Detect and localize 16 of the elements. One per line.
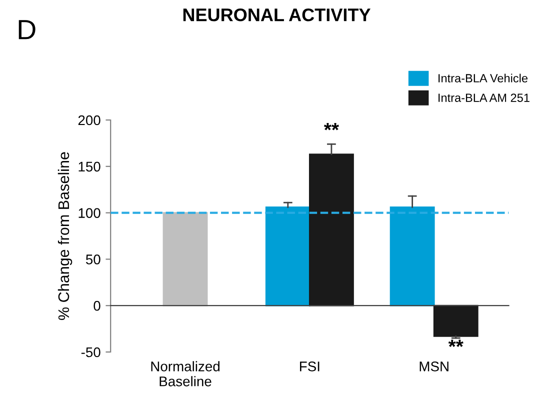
x-tick-label: MSN — [420, 362, 448, 372]
text: D — [18, 20, 36, 40]
y-tick-label: 100 — [78, 208, 100, 218]
y-tick-label: 150 — [78, 162, 100, 172]
annotation: ** — [324, 123, 339, 130]
x-tick-label: Normalized Baseline — [151, 361, 220, 386]
legend-label: Intra-BLA Vehicle — [438, 74, 528, 82]
annotation: ** — [448, 340, 464, 347]
y-axis-title: % Change from Baseline — [58, 152, 72, 320]
chart-title: NEURONAL ACTIVITY — [183, 8, 371, 22]
y-tick-label: 200 — [78, 115, 100, 126]
y-tick-label: -50 — [81, 347, 100, 358]
legend-label: Intra-BLA AM 251 — [438, 94, 530, 102]
x-tick-label: FSI — [300, 362, 320, 372]
y-tick-label: 0 — [94, 300, 100, 311]
y-tick-label: 50 — [86, 254, 100, 264]
